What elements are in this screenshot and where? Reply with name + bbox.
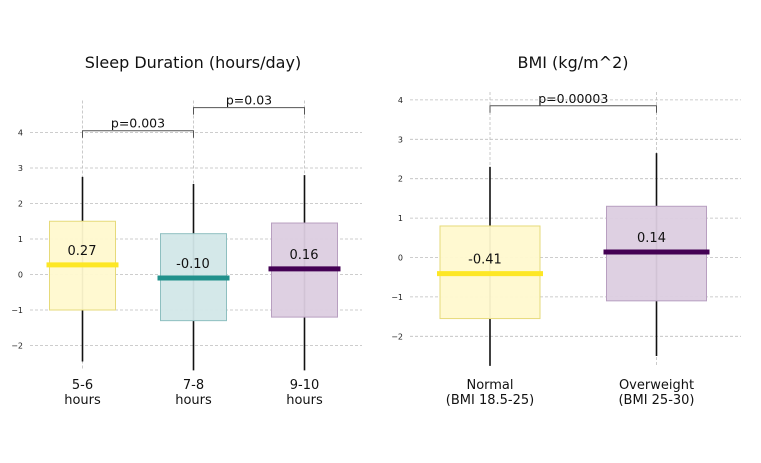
p1-ytick-label: 2 [18,200,23,209]
p1-ytick-label: −2 [11,342,23,351]
p1-ytick-label: −1 [11,306,23,315]
p2-ytick-label: −1 [391,293,403,302]
p2-category-label-line2: (BMI 18.5-25) [446,393,534,408]
p1-category-label: 5-6 [72,378,93,393]
p1-category-label: 7-8 [183,378,204,393]
p2-ytick-label: 4 [398,96,403,105]
p1-median-label: 0.27 [68,244,97,259]
p1-p-value-label: p=0.03 [226,93,272,108]
p2-median-label: 0.14 [637,231,666,246]
p1-ytick-label: 3 [18,164,23,173]
p2-ytick-label: 0 [398,254,403,263]
p1-category-label-line2: hours [286,393,323,408]
p1-category-label-line2: hours [175,393,212,408]
p2-category-label: Overweight [619,378,694,393]
p2-title: BMI (kg/m^2) [517,53,628,72]
p2-category-label-line2: (BMI 25-30) [618,393,694,408]
p1-ytick-label: 1 [18,235,23,244]
p2-ytick-label: −2 [391,332,403,341]
p1-ytick-label: 4 [18,129,23,138]
p1-significance-bracket [193,107,305,115]
p1-median-label: -0.10 [176,257,210,272]
p1-p-value-label: p=0.003 [111,116,165,131]
p2-significance-bracket [489,105,657,113]
p2-ytick-label: 2 [398,175,403,184]
p2-ytick-label: 1 [398,214,403,223]
p1-median-label: 0.16 [290,248,319,263]
p1-ytick-label: 0 [18,271,23,280]
p2-category-label: Normal [466,378,513,393]
p2-p-value-label: p=0.00003 [538,91,608,106]
p1-title: Sleep Duration (hours/day) [85,53,301,72]
p1-category-label: 9-10 [290,378,320,393]
p1-significance-bracket [82,130,194,138]
p1-category-label-line2: hours [64,393,101,408]
p2-ytick-label: 3 [398,135,403,144]
p2-median-label: -0.41 [468,253,502,268]
